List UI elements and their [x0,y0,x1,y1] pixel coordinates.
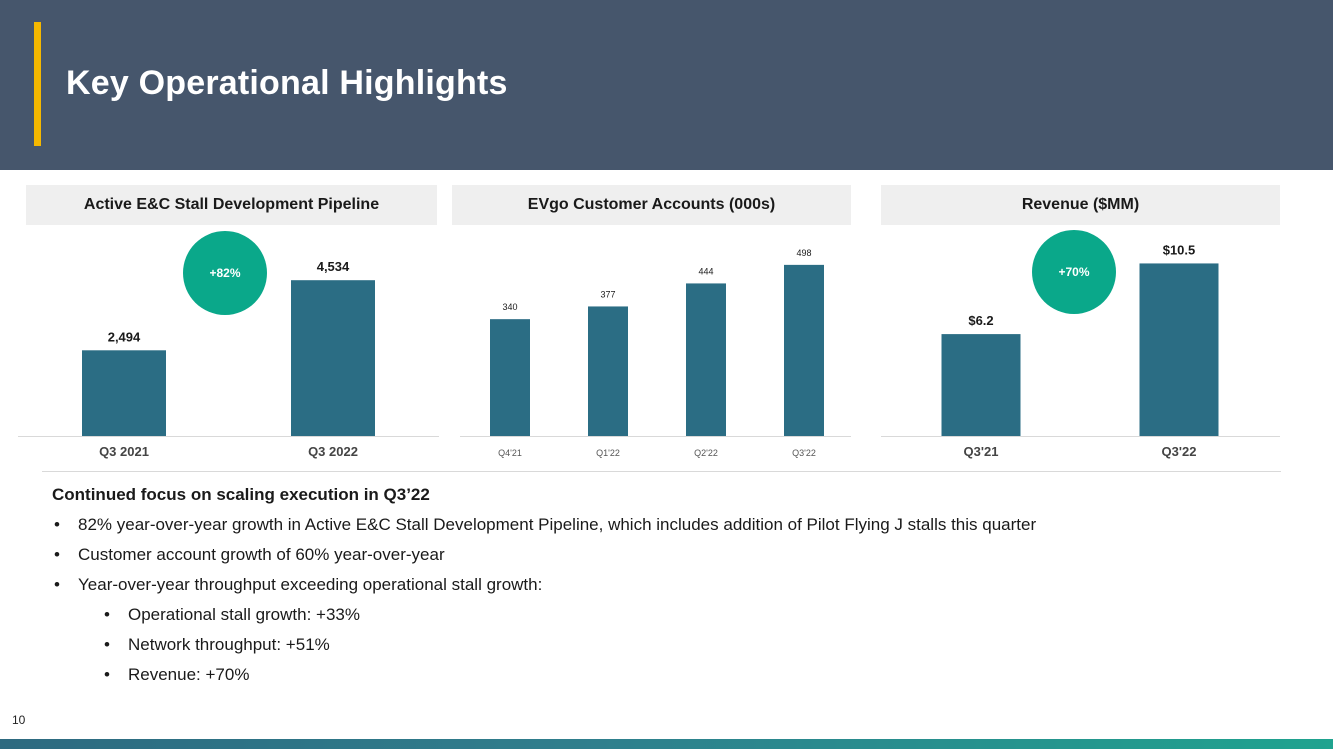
tick-label-revenue-0: Q3'21 [964,444,999,459]
tick-label-customer-accounts-3: Q3'22 [792,448,816,458]
sub-bullet-item: • Revenue: +70% [104,665,250,684]
chart-pipeline: 2,494 Q3 2021 4,534 Q3 2022 +82% [18,231,439,459]
bullet-item: • 82% year-over-year growth in Active E&C… [54,515,1037,534]
chart-title-customer-accounts: EVgo Customer Accounts (000s) [452,185,851,225]
growth-badge-text-pipeline: +82% [209,266,240,280]
bar-customer-accounts-1 [588,306,628,436]
growth-badge-revenue [1032,230,1116,314]
growth-badge-text-revenue: +70% [1058,265,1089,279]
bullet-item: • Year-over-year throughput exceeding ope… [54,575,543,594]
sub-bullet-item: • Network throughput: +51% [104,635,330,654]
chart-customer-accounts: 340 Q4'21 377 Q1'22 444 Q2'22 498 Q3'22 [460,248,851,458]
sub-bullet-text: Operational stall growth: +33% [128,605,360,624]
footer-bar [0,739,1333,749]
data-label-customer-accounts-0: 340 [502,302,517,312]
slide-header: Key Operational Highlights [0,0,1333,170]
chart-title-revenue: Revenue ($MM) [881,185,1280,225]
slide-title: Key Operational Highlights [66,64,508,102]
bar-customer-accounts-3 [784,264,824,436]
bar-customer-accounts-2 [686,283,726,436]
bar-revenue-1 [1139,263,1219,436]
data-label-pipeline-0: 2,494 [108,329,141,344]
data-label-pipeline-1: 4,534 [317,259,350,274]
growth-badge-pipeline [183,231,267,315]
tick-label-customer-accounts-0: Q4'21 [498,448,522,458]
bar-pipeline-1 [291,280,375,436]
tick-label-customer-accounts-1: Q1'22 [596,448,620,458]
accent-bar [34,22,41,146]
tick-label-revenue-1: Q3'22 [1162,444,1197,459]
tick-label-pipeline-1: Q3 2022 [308,444,358,459]
chart-revenue: $6.2 Q3'21 $10.5 Q3'22 +70% [881,230,1280,459]
bullet-text: 82% year-over-year growth in Active E&C … [78,515,1037,534]
data-label-customer-accounts-3: 498 [796,248,811,258]
tick-label-pipeline-0: Q3 2021 [99,444,149,459]
data-label-revenue-1: $10.5 [1163,242,1196,257]
bar-pipeline-0 [82,350,166,436]
sub-bullet-text: Network throughput: +51% [128,635,330,654]
highlights-heading: Continued focus on scaling execution in … [52,485,430,504]
tick-label-customer-accounts-2: Q2'22 [694,448,718,458]
chart-panel-revenue: Revenue ($MM) $6.2 Q3'21 $10.5 Q3'22 +70% [881,185,1280,470]
bullet-text: Year-over-year throughput exceeding oper… [78,575,543,594]
chart-title-pipeline: Active E&C Stall Development Pipeline [26,185,437,225]
bullet-item: • Customer account growth of 60% year-ove… [54,545,445,564]
sub-bullet-text: Revenue: +70% [128,665,250,684]
page-number: 10 [12,713,26,727]
data-label-revenue-0: $6.2 [968,313,993,328]
bar-revenue-0 [941,334,1021,436]
bullet-text: Customer account growth of 60% year-over… [78,545,445,564]
chart-panel-customer-accounts: EVgo Customer Accounts (000s) 340 Q4'21 37… [452,185,851,470]
section-divider [42,471,1281,472]
bar-customer-accounts-0 [490,319,530,436]
sub-bullet-item: • Operational stall growth: +33% [104,605,360,624]
chart-panel-pipeline: Active E&C Stall Development Pipeline 2,… [18,185,439,470]
data-label-customer-accounts-2: 444 [698,266,713,276]
highlights-section: Continued focus on scaling execution in … [52,482,1292,693]
data-label-customer-accounts-1: 377 [600,289,615,299]
